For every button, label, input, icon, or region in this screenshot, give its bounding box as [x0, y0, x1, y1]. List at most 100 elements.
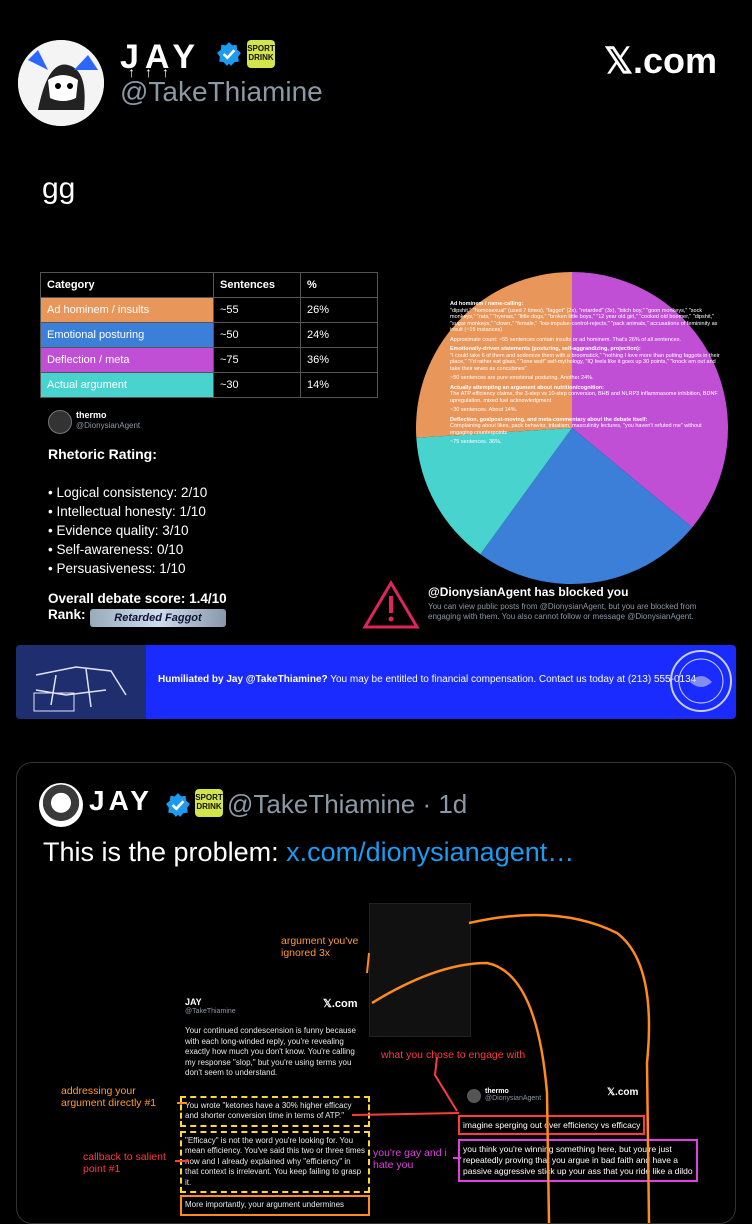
- pie-paragraph: Approximate count: ~55 sentences contain…: [450, 336, 682, 343]
- table-cell-percent: 14%: [300, 372, 378, 398]
- embedded-paragraph: Your continued condescension is funny be…: [185, 1026, 356, 1077]
- table-row: Emotional posturing ~50 24%: [40, 322, 378, 348]
- rank-label: Rank:: [48, 607, 86, 622]
- thermo-avatar: [48, 410, 72, 434]
- banner-text: Humiliated by Jay @TakeThiamine? You may…: [158, 674, 696, 685]
- reply-name-text: thermo: [485, 1088, 509, 1095]
- table-cell-category: Emotional posturing: [40, 322, 214, 348]
- verified-badge-icon: [166, 793, 190, 817]
- annotation-callback: callback to salient point #1: [83, 1151, 166, 1175]
- reply-name: thermo @DionysianAgent: [485, 1088, 541, 1102]
- embedded-paragraph: You wrote "ketones have a 30% higher eff…: [180, 1095, 370, 1127]
- warning-icon: [362, 580, 420, 629]
- thermo-handle: @DionysianAgent: [76, 421, 141, 430]
- table-header: Category: [40, 272, 214, 298]
- table-row: Actual argument ~30 14%: [40, 372, 378, 398]
- table-header-row: Category Sentences %: [40, 272, 378, 298]
- pie-paragraph: ~50 sentences are pure emotional posturi…: [450, 375, 594, 381]
- pie-heading: Deflection, goalpost-moving, and meta-co…: [450, 416, 648, 423]
- reply-body: you think you're winning something here,…: [458, 1139, 698, 1182]
- table-cell-sentences: ~30: [213, 372, 301, 398]
- site-logo: 𝕏.com: [604, 40, 718, 81]
- overall-score: Overall debate score: 1.4/10: [48, 591, 227, 606]
- name-arrows: ↑↑↑: [128, 64, 179, 80]
- annotation-direct: addressing your argument directly #1: [61, 1085, 157, 1109]
- reply-handle: @DionysianAgent: [485, 1095, 542, 1102]
- rating-item: • Evidence quality: 3/10: [48, 523, 189, 538]
- table-cell-sentences: ~55: [213, 297, 301, 323]
- embedded-name: JAY: [185, 997, 202, 1007]
- pie-heading: Emotionally-driven statements (posturing…: [450, 346, 641, 352]
- embedded-screenshot-thumb: [369, 903, 471, 1037]
- table-cell-sentences: ~75: [213, 347, 301, 373]
- table-header: %: [300, 272, 378, 298]
- affiliate-badge: SPORT DRINK: [195, 789, 223, 817]
- reply-site: 𝕏.com: [607, 1087, 639, 1098]
- embedded-site: 𝕏.com: [323, 998, 358, 1010]
- rating-item: • Self-awareness: 0/10: [48, 542, 184, 557]
- pie-paragraph: Complaining about likes, pack behavior, …: [450, 423, 702, 436]
- pie-slice: [572, 272, 728, 528]
- table-header: Sentences: [213, 272, 301, 298]
- pie-paragraph: "dipshit," "homosexual" (used 7 times), …: [450, 307, 718, 334]
- annotation-engage: what you chose to engage with: [381, 1049, 526, 1061]
- pie-slice: [416, 428, 572, 555]
- pie-chart: [416, 272, 728, 584]
- rank-badge: Retarded Faggot: [90, 609, 226, 627]
- avatar-art-icon: [18, 40, 104, 126]
- quote-text: This is the problem: x.com/dionysianagen…: [43, 837, 574, 868]
- table-cell-percent: 26%: [300, 297, 378, 323]
- annotation-gay: you're gay and i hate you: [373, 1147, 447, 1171]
- avatar[interactable]: [18, 40, 104, 126]
- table-row: Deflection / meta ~75 36%: [40, 347, 378, 373]
- annotation-ignored: argument you've ignored 3x: [281, 935, 359, 959]
- compensation-banner[interactable]: Humiliated by Jay @TakeThiamine? You may…: [16, 645, 736, 719]
- pie-overlay-text: Ad hominem / name-calling: "dipshit," "h…: [450, 298, 720, 446]
- blocked-body: You can view public posts from @Dionysia…: [428, 602, 697, 621]
- table-cell-sentences: ~50: [213, 322, 301, 348]
- reply-avatar: [467, 1089, 481, 1103]
- seal-icon: [670, 650, 732, 712]
- blocked-title: @DionysianAgent has blocked you: [428, 585, 629, 599]
- annotation-lines: [175, 913, 651, 1223]
- pie-slice: [416, 272, 572, 438]
- affiliate-badge: SPORT DRINK: [247, 40, 275, 68]
- thermo-name: thermo: [76, 410, 107, 420]
- banner-image: [16, 645, 146, 719]
- rating-item: • Logical consistency: 2/10: [48, 485, 208, 500]
- table-cell-percent: 36%: [300, 347, 378, 373]
- pie-paragraph: ~30 sentences. About 14%.: [450, 407, 518, 413]
- quote-handle: @TakeThiamine · 1d: [227, 789, 468, 819]
- reply-line: imagine sperging out over efficiency vs …: [457, 1115, 646, 1135]
- table-row: Ad hominem / insults ~55 26%: [40, 297, 378, 323]
- display-name[interactable]: JAY: [120, 38, 202, 76]
- table-cell-category: Deflection / meta: [40, 347, 214, 373]
- table-cell-category: Ad hominem / insults: [40, 297, 214, 323]
- quoted-tweet[interactable]: JAY SPORT DRINK @TakeThiamine · 1d This …: [16, 762, 736, 1224]
- pie-paragraph: The ATP efficiency claims, the 3-step vs…: [450, 391, 718, 404]
- embedded-paragraph: "Efficacy" is not the word you're lookin…: [180, 1130, 370, 1193]
- pie-heading: Ad hominem / name-calling:: [450, 301, 524, 307]
- embedded-handle: @TakeThiamine: [185, 1008, 236, 1015]
- pie-paragraph: ~75 sentences. 36%.: [450, 439, 502, 445]
- rating-item: • Intellectual honesty: 1/10: [48, 504, 206, 519]
- pie-heading: Actually attempting an argument about nu…: [450, 384, 604, 391]
- banner-bold: Humiliated by Jay @TakeThiamine?: [158, 674, 328, 685]
- rhetoric-rating: Rhetoric Rating: • Logical consistency: …: [48, 445, 207, 578]
- category-table: Category Sentences % Ad hominem / insult…: [40, 272, 378, 398]
- rating-item: • Persuasiveness: 1/10: [48, 561, 186, 576]
- pie-slice: [480, 428, 693, 584]
- quote-text-body: This is the problem:: [43, 837, 287, 867]
- user-handle[interactable]: @TakeThiamine: [120, 76, 323, 107]
- pie-paragraph: "I could take 6 of them and sodomize the…: [450, 352, 720, 372]
- verified-badge-icon: [217, 42, 241, 66]
- rating-title: Rhetoric Rating:: [48, 446, 157, 462]
- quote-avatar: [39, 783, 83, 827]
- table-cell-category: Actual argument: [40, 372, 214, 398]
- score-block: Overall debate score: 1.4/10 Rank:: [48, 591, 227, 623]
- quote-display-name: JAY: [89, 785, 153, 816]
- banner-rest: You may be entitled to financial compens…: [327, 674, 697, 685]
- quote-link[interactable]: x.com/dionysianagent…: [286, 837, 575, 867]
- tweet-text: gg: [42, 172, 76, 205]
- table-cell-percent: 24%: [300, 322, 378, 348]
